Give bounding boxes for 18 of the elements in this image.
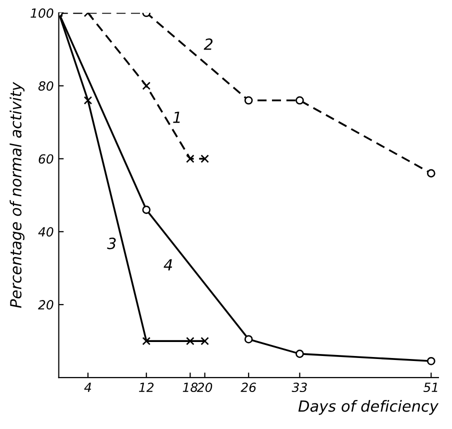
x-tick-label: 33 bbox=[292, 382, 307, 392]
x-axis-title: Days of deficiency bbox=[298, 400, 439, 415]
y-tick-label: 60 bbox=[38, 154, 54, 164]
x-tick-label: 18 bbox=[182, 382, 198, 392]
series-label: 4 bbox=[164, 259, 172, 270]
y-axis-title: Percentage of normal activity bbox=[10, 82, 24, 308]
y-tick-label: 20 bbox=[38, 300, 54, 310]
x-tick-label: 51 bbox=[423, 382, 438, 392]
y-tick-label: 80 bbox=[38, 81, 54, 91]
x-tick-label: 12 bbox=[139, 382, 154, 392]
series-label: 2 bbox=[204, 38, 213, 50]
series-label: 1 bbox=[173, 112, 180, 123]
y-tick-label: 100 bbox=[30, 8, 54, 18]
series-label: 3 bbox=[107, 238, 116, 250]
y-tick-label: 40 bbox=[38, 227, 54, 237]
x-tick-label: 26 bbox=[240, 382, 256, 392]
x-tick-label: 4 bbox=[84, 382, 92, 392]
x-tick-label: 20 bbox=[196, 382, 212, 392]
